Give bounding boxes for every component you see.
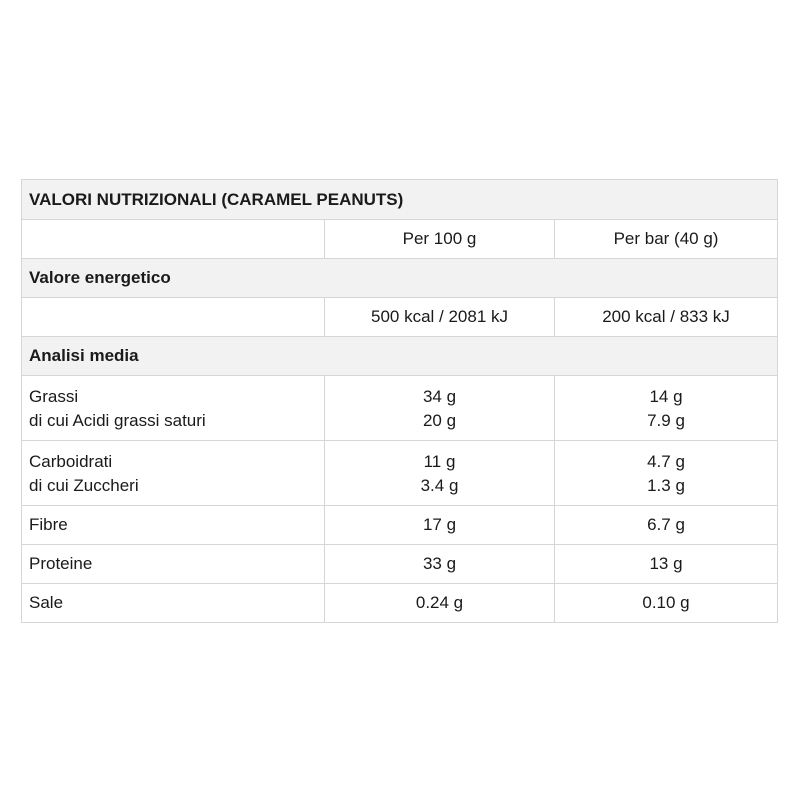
table-row-protein: Proteine 33 g 13 g	[21, 544, 779, 584]
energy-label-cell	[21, 297, 325, 337]
table-row-fats: Grassi di cui Acidi grassi saturi 34 g 2…	[21, 375, 779, 441]
table-row-fibre: Fibre 17 g 6.7 g	[21, 505, 779, 545]
table-row-carbs: Carboidrati di cui Zuccheri 11 g 3.4 g 4…	[21, 440, 779, 506]
value-per-100g: 33 g	[324, 544, 555, 584]
table-row-salt: Sale 0.24 g 0.10 g	[21, 583, 779, 623]
nutrient-name: Carboidrati	[29, 451, 113, 471]
section-row-energy: Valore energetico	[20, 258, 779, 298]
value-per-bar: 6.7 g	[553, 505, 779, 545]
section-row-analysis: Analisi media	[20, 336, 779, 376]
nutrient-name: Grassi	[29, 386, 79, 406]
column-header-row: Per 100 g Per bar (40 g)	[21, 219, 779, 259]
nutrient-name: Fibre	[21, 505, 325, 545]
energy-per-100g: 500 kcal / 2081 kJ	[324, 297, 555, 337]
nutrition-table: VALORI NUTRIZIONALI (CARAMEL PEANUTS) Pe…	[20, 179, 779, 623]
nutrient-name: Proteine	[21, 544, 325, 584]
value-main: 34 g	[422, 386, 457, 406]
value-per-bar: 0.10 g	[553, 583, 779, 623]
value-per-100g: 11 g 3.4 g	[324, 440, 555, 506]
nutrient-label: Grassi di cui Acidi grassi saturi	[21, 375, 325, 441]
table-title: VALORI NUTRIZIONALI (CARAMEL PEANUTS)	[20, 179, 779, 220]
value-main: 4.7 g	[647, 451, 685, 471]
section-heading-energy: Valore energetico	[20, 258, 779, 298]
value-per-bar: 4.7 g 1.3 g	[553, 440, 779, 506]
value-sub: 20 g	[422, 410, 457, 430]
value-sub: 7.9 g	[647, 410, 685, 430]
value-per-100g: 17 g	[324, 505, 555, 545]
section-heading-analysis: Analisi media	[20, 336, 779, 376]
value-per-bar: 13 g	[553, 544, 779, 584]
energy-per-bar: 200 kcal / 833 kJ	[553, 297, 779, 337]
header-label-cell	[21, 219, 325, 259]
value-per-100g: 34 g 20 g	[324, 375, 555, 441]
nutrient-subname: di cui Acidi grassi saturi	[29, 410, 206, 430]
energy-row: 500 kcal / 2081 kJ 200 kcal / 833 kJ	[21, 297, 779, 337]
value-per-100g: 0.24 g	[324, 583, 555, 623]
value-main: 11 g	[423, 451, 456, 471]
value-per-bar: 14 g 7.9 g	[553, 375, 779, 441]
nutrient-name: Sale	[21, 583, 325, 623]
nutrient-label: Carboidrati di cui Zuccheri	[21, 440, 325, 506]
header-per-bar: Per bar (40 g)	[553, 219, 779, 259]
table-title-row: VALORI NUTRIZIONALI (CARAMEL PEANUTS)	[20, 179, 779, 220]
value-sub: 3.4 g	[420, 475, 459, 495]
value-main: 14 g	[649, 386, 683, 406]
nutrient-subname: di cui Zuccheri	[29, 475, 139, 495]
value-sub: 1.3 g	[647, 475, 685, 495]
header-per-100g: Per 100 g	[324, 219, 555, 259]
